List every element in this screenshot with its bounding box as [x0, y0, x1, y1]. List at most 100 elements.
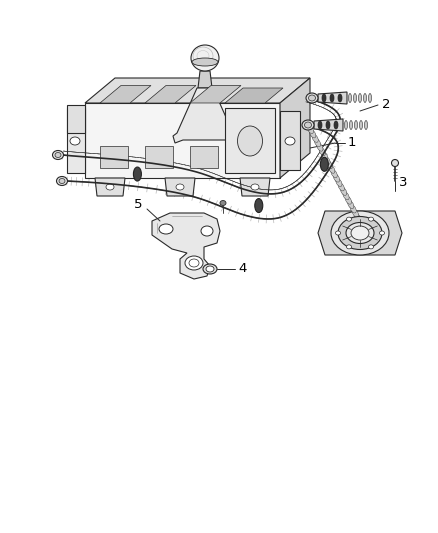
FancyBboxPatch shape [225, 108, 275, 173]
Polygon shape [173, 88, 237, 143]
Ellipse shape [348, 200, 354, 208]
Ellipse shape [201, 226, 213, 236]
Ellipse shape [350, 120, 353, 130]
Text: 5: 5 [134, 198, 142, 212]
Text: 3: 3 [399, 176, 407, 190]
Ellipse shape [134, 167, 141, 181]
Polygon shape [85, 103, 280, 178]
Ellipse shape [314, 139, 321, 147]
Ellipse shape [251, 184, 259, 190]
Polygon shape [318, 92, 347, 104]
Polygon shape [152, 213, 220, 279]
Ellipse shape [307, 125, 314, 133]
Ellipse shape [350, 205, 356, 213]
Ellipse shape [237, 126, 262, 156]
Ellipse shape [106, 184, 114, 190]
Ellipse shape [379, 231, 385, 235]
Ellipse shape [324, 156, 330, 164]
Ellipse shape [321, 152, 328, 160]
Ellipse shape [336, 231, 340, 235]
Ellipse shape [191, 45, 219, 71]
Ellipse shape [368, 245, 374, 249]
Ellipse shape [203, 264, 217, 274]
Ellipse shape [304, 122, 311, 128]
Ellipse shape [189, 259, 199, 267]
Ellipse shape [310, 130, 316, 138]
Ellipse shape [70, 137, 80, 145]
Ellipse shape [338, 94, 342, 102]
Ellipse shape [354, 120, 357, 130]
FancyBboxPatch shape [67, 105, 85, 133]
Ellipse shape [343, 191, 349, 200]
Ellipse shape [320, 157, 328, 171]
Ellipse shape [185, 256, 203, 270]
Ellipse shape [357, 218, 364, 227]
Ellipse shape [368, 93, 371, 102]
Polygon shape [85, 78, 310, 103]
Ellipse shape [59, 179, 65, 183]
Ellipse shape [364, 120, 367, 130]
Ellipse shape [306, 93, 318, 103]
Ellipse shape [312, 134, 318, 142]
Ellipse shape [358, 93, 361, 102]
FancyBboxPatch shape [100, 146, 128, 168]
Polygon shape [95, 178, 125, 196]
Ellipse shape [206, 266, 214, 272]
Text: 2: 2 [382, 99, 391, 111]
Ellipse shape [330, 94, 334, 102]
Polygon shape [314, 119, 343, 131]
Ellipse shape [333, 174, 339, 182]
Polygon shape [198, 71, 212, 88]
Ellipse shape [360, 222, 366, 231]
FancyBboxPatch shape [145, 146, 173, 168]
Ellipse shape [346, 222, 374, 244]
Ellipse shape [364, 93, 367, 102]
Ellipse shape [338, 183, 344, 191]
Polygon shape [318, 211, 402, 255]
Polygon shape [100, 85, 151, 103]
Polygon shape [145, 85, 196, 103]
Ellipse shape [159, 224, 173, 234]
Text: 1: 1 [348, 136, 357, 149]
Ellipse shape [302, 120, 314, 130]
Ellipse shape [349, 93, 352, 102]
Ellipse shape [285, 137, 295, 145]
Ellipse shape [351, 226, 369, 240]
FancyBboxPatch shape [190, 146, 218, 168]
Ellipse shape [305, 121, 311, 129]
Polygon shape [165, 178, 195, 196]
Ellipse shape [353, 93, 357, 102]
Ellipse shape [355, 214, 361, 222]
Ellipse shape [346, 245, 352, 249]
Ellipse shape [331, 211, 389, 255]
Ellipse shape [334, 121, 338, 129]
Ellipse shape [353, 209, 359, 217]
Polygon shape [190, 85, 241, 103]
Ellipse shape [345, 196, 352, 204]
Ellipse shape [317, 143, 323, 151]
Ellipse shape [331, 169, 337, 177]
Polygon shape [280, 111, 300, 170]
Text: 4: 4 [238, 262, 246, 276]
Ellipse shape [392, 159, 399, 166]
Ellipse shape [192, 58, 218, 66]
Polygon shape [225, 88, 283, 103]
Polygon shape [67, 108, 85, 173]
Ellipse shape [322, 94, 326, 102]
Ellipse shape [336, 179, 342, 187]
Ellipse shape [326, 121, 330, 129]
Polygon shape [240, 178, 270, 196]
Ellipse shape [338, 216, 382, 249]
Ellipse shape [319, 148, 325, 156]
Ellipse shape [328, 165, 335, 173]
Ellipse shape [57, 176, 67, 185]
Ellipse shape [255, 199, 263, 213]
Ellipse shape [368, 217, 374, 221]
Ellipse shape [220, 200, 226, 206]
Ellipse shape [318, 121, 322, 129]
Ellipse shape [340, 187, 347, 195]
Ellipse shape [362, 227, 368, 235]
Ellipse shape [176, 184, 184, 190]
Polygon shape [280, 78, 310, 178]
Ellipse shape [308, 95, 315, 101]
